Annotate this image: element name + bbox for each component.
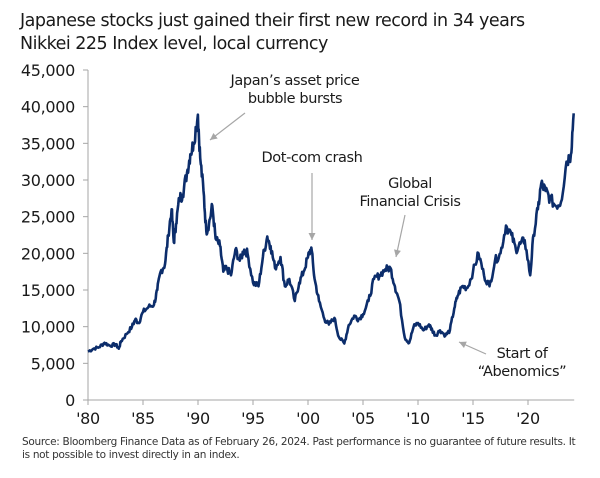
annotation-label: Financial Crisis (360, 194, 461, 210)
annotations-layer: Japan’s asset price bubble bursts Dot-com … (209, 73, 567, 380)
y-tick-label: 35,000 (21, 134, 75, 153)
y-tick-label: 10,000 (21, 318, 75, 337)
y-tick-label: 45,000 (21, 61, 75, 80)
series-line-nikkei-225 (87, 113, 575, 353)
annotation-arrowhead-icon (210, 132, 218, 140)
x-tick-label: '20 (516, 409, 540, 428)
axes: 0 5,000 10,000 15,000 20,000 25,000 30,000 35,0… (21, 61, 575, 428)
y-tick-label: 5,000 (31, 354, 75, 373)
source-footnote: Source: Bloomberg Finance Data as of Feb… (22, 436, 576, 461)
y-tick-label: 0 (65, 391, 75, 410)
y-tick-label: 25,000 (21, 208, 75, 227)
x-tick-label: '00 (296, 409, 320, 428)
x-tick-label: '05 (351, 409, 375, 428)
y-tick-label: 15,000 (21, 281, 75, 300)
annotation-arrow (395, 214, 406, 258)
x-tick-label: '90 (186, 409, 210, 428)
annotation-arrow (209, 112, 246, 141)
chart-subtitle: Nikkei 225 Index level, local currency (20, 34, 328, 54)
x-tick-label: '85 (131, 409, 155, 428)
annotation-label: Dot-com crash (262, 150, 363, 166)
series-layer (87, 113, 575, 353)
annotation-label: “Abenomics” (478, 364, 567, 380)
y-tick-label: 30,000 (21, 171, 75, 190)
x-tick-label: '10 (406, 409, 430, 428)
annotation-arrowhead-icon (308, 233, 316, 240)
chart-title: Japanese stocks just gained their first … (20, 11, 525, 31)
annotation-arrowhead-icon (459, 341, 467, 349)
x-tick-label: '80 (76, 409, 100, 428)
y-tick-label: 20,000 (21, 244, 75, 263)
annotation-label: Global (388, 176, 432, 192)
y-tick-label: 40,000 (21, 98, 75, 117)
annotation-label: Start of (497, 346, 549, 362)
annotation-label: bubble bursts (248, 91, 342, 107)
x-tick-label: '15 (461, 409, 485, 428)
x-tick-label: '95 (241, 409, 265, 428)
annotation-label: Japan’s asset price (230, 73, 360, 89)
annotation-arrowhead-icon (394, 249, 401, 257)
